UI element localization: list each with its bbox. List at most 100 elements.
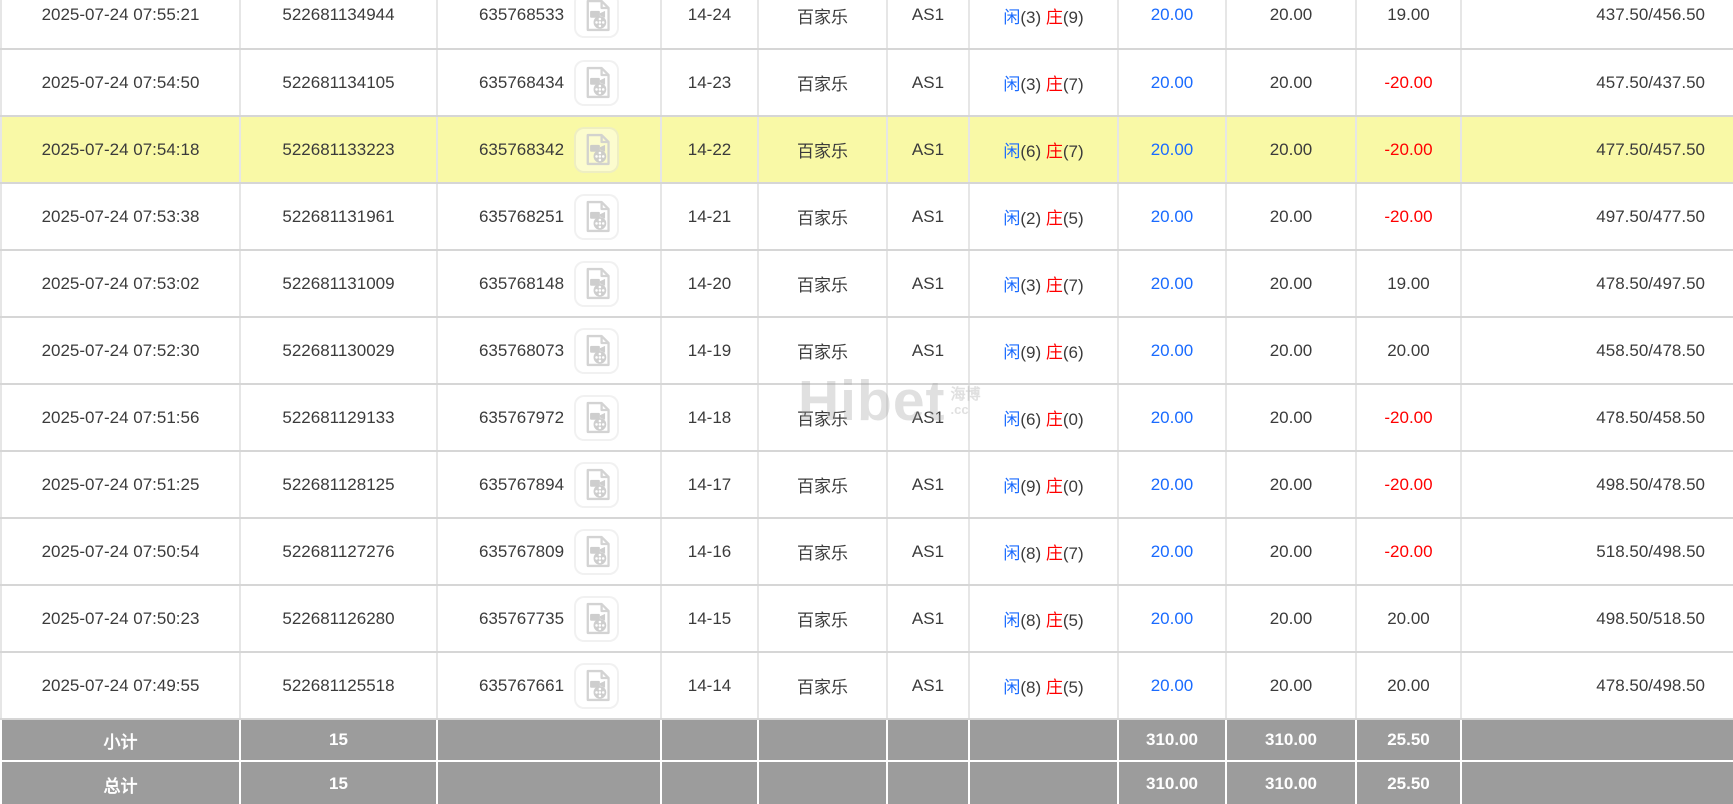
video-replay-button[interactable] [574,461,620,508]
order-number-cell: 522681134944 [240,0,438,50]
bet-amount-cell[interactable]: 20.00 [1118,183,1227,251]
video-cell: 635768148 [437,250,662,318]
bet-amount-cell[interactable]: 20.00 [1118,0,1227,50]
summary-empty-cell [436,760,662,804]
video-replay-button[interactable] [574,0,620,38]
table-row[interactable]: 2025-07-24 07:54:18 522681133223 635768342… [0,116,1733,184]
table-row[interactable]: 2025-07-24 07:51:56 522681129133 635767972… [0,384,1733,452]
subtotal-valid-amount: 310.00 [1225,718,1357,762]
banker-result-score: (5) [1062,678,1084,697]
player-result-score: (2) [1020,209,1042,228]
video-replay-button[interactable] [574,528,620,575]
bet-amount-cell[interactable]: 20.00 [1118,116,1227,184]
bet-amount-cell[interactable]: 20.00 [1118,451,1227,519]
banker-result-label: 庄 [1045,477,1063,496]
table-row[interactable]: 2025-07-24 07:52:30 522681130029 635768073… [0,317,1733,385]
order-number-cell: 522681128125 [240,451,438,519]
balance-cell: 478.50/458.50 [1461,384,1733,452]
video-number: 635767735 [478,608,565,628]
banker-result-label: 庄 [1045,343,1063,362]
video-replay-button[interactable] [574,260,620,307]
video-replay-button[interactable] [574,126,620,173]
table-row[interactable]: 2025-07-24 07:51:25 522681128125 635767894… [0,451,1733,519]
game-type-cell: 百家乐 [758,49,888,117]
total-row: 总计 15 310.00 310.00 25.50 [0,760,1733,804]
balance-cell: 498.50/478.50 [1461,451,1733,519]
video-replay-button[interactable] [574,595,620,642]
summary-empty-cell [660,718,759,762]
table-id-cell: AS1 [887,49,970,117]
result-cell: 闲(3) 庄(7) [969,49,1119,117]
win-loss-cell: 20.00 [1356,317,1462,385]
bet-time-cell: 2025-07-24 07:55:21 [0,0,241,50]
table-id-cell: AS1 [887,451,970,519]
game-type-cell: 百家乐 [758,451,888,519]
banker-result-score: (0) [1062,477,1084,496]
video-replay-button[interactable] [574,394,620,441]
table-row[interactable]: 2025-07-24 07:55:21 522681134944 635768533… [0,0,1733,50]
order-number-cell: 522681125518 [240,652,438,720]
banker-result-score: (7) [1062,142,1084,161]
banker-result-score: (6) [1062,343,1084,362]
video-file-icon [586,66,610,99]
bet-amount-cell[interactable]: 20.00 [1118,585,1227,653]
bet-amount-cell[interactable]: 20.00 [1118,250,1227,318]
round-cell: 14-22 [661,116,759,184]
win-loss-cell: 20.00 [1356,585,1462,653]
video-replay-button[interactable] [574,327,620,374]
video-number: 635768073 [478,340,565,360]
result-cell: 闲(6) 庄(0) [969,384,1119,452]
summary-empty-cell [886,718,970,762]
bet-amount-cell[interactable]: 20.00 [1118,384,1227,452]
banker-result-score: (7) [1062,544,1084,563]
win-loss-cell: 20.00 [1356,652,1462,720]
subtotal-win-loss: 25.50 [1355,718,1462,762]
table-row[interactable]: 2025-07-24 07:50:23 522681126280 635767735… [0,585,1733,653]
order-number-cell: 522681126280 [240,585,438,653]
table-row[interactable]: 2025-07-24 07:53:38 522681131961 635768251… [0,183,1733,251]
table-row[interactable]: 2025-07-24 07:54:50 522681134105 635768434… [0,49,1733,117]
player-result-label: 闲 [1003,611,1021,630]
bet-amount-cell[interactable]: 20.00 [1118,49,1227,117]
banker-result-score: (7) [1062,276,1084,295]
video-cell: 635768073 [437,317,662,385]
bet-time-cell: 2025-07-24 07:50:23 [0,585,241,653]
table-row[interactable]: 2025-07-24 07:50:54 522681127276 635767809… [0,518,1733,586]
video-replay-button[interactable] [574,662,620,709]
banker-result-label: 庄 [1045,611,1063,630]
valid-amount-cell: 20.00 [1226,518,1357,586]
balance-cell: 458.50/478.50 [1461,317,1733,385]
bet-amount-cell[interactable]: 20.00 [1118,317,1227,385]
player-result-score: (9) [1020,343,1042,362]
table-row[interactable]: 2025-07-24 07:53:02 522681131009 635768148… [0,250,1733,318]
table-id-cell: AS1 [887,183,970,251]
video-file-icon [586,669,610,702]
summary-empty-cell [436,718,662,762]
player-result-label: 闲 [1003,75,1021,94]
table-row[interactable]: 2025-07-24 07:49:55 522681125518 635767661… [0,652,1733,720]
video-replay-button[interactable] [574,59,620,106]
player-result-label: 闲 [1003,678,1021,697]
win-loss-cell: -20.00 [1356,116,1462,184]
game-type-cell: 百家乐 [758,652,888,720]
valid-amount-cell: 20.00 [1226,652,1357,720]
video-file-icon [586,401,610,434]
result-cell: 闲(6) 庄(7) [969,116,1119,184]
valid-amount-cell: 20.00 [1226,451,1357,519]
balance-cell: 498.50/518.50 [1461,585,1733,653]
video-replay-button[interactable] [574,193,620,240]
bet-amount-cell[interactable]: 20.00 [1118,518,1227,586]
round-cell: 14-19 [661,317,759,385]
video-number: 635767972 [478,407,565,427]
video-number: 635768148 [478,273,565,293]
valid-amount-cell: 20.00 [1226,49,1357,117]
video-number: 635767661 [478,675,565,695]
game-type-cell: 百家乐 [758,0,888,50]
summary-empty-cell [968,718,1119,762]
bet-amount-cell[interactable]: 20.00 [1118,652,1227,720]
bet-time-cell: 2025-07-24 07:51:56 [0,384,241,452]
video-cell: 635768342 [437,116,662,184]
player-result-label: 闲 [1003,544,1021,563]
video-file-icon [586,200,610,233]
